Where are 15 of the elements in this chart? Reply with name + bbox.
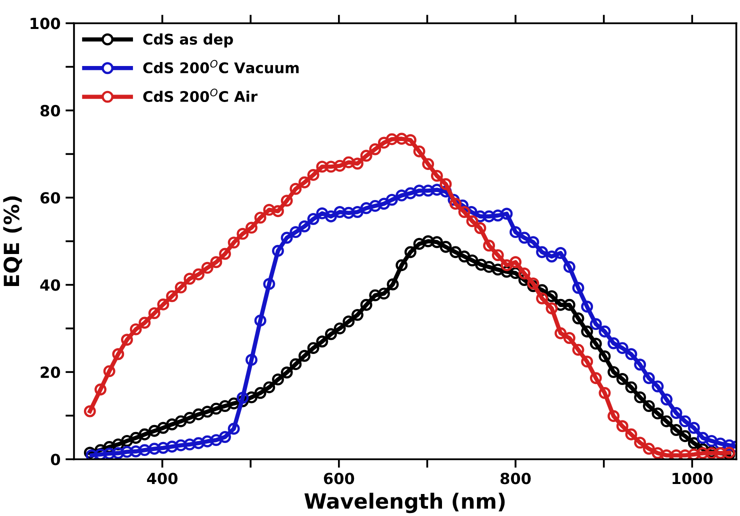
x-axis-title: Wavelength (nm) [304,492,505,514]
x-tick-label: 1000 [672,472,713,484]
x-tick-label: 800 [500,472,531,484]
y-tick-label: 100 [30,18,60,30]
y-tick-label: 20 [40,366,60,378]
legend-label: CdS as dep [143,33,233,48]
y-tick-label: 60 [40,192,60,204]
y-axis-title: EQE (%) [3,196,22,286]
y-tick-label: 0 [50,454,60,466]
y-tick-label: 80 [40,104,60,116]
legend-label: CdS 200$^{O}$C Air [143,88,258,102]
x-tick-label: 400 [147,472,178,484]
legend-label: CdS 200$^{O}$C Vacuum [143,60,299,74]
x-tick-label: 600 [324,472,354,484]
y-tick-label: 40 [40,279,60,291]
